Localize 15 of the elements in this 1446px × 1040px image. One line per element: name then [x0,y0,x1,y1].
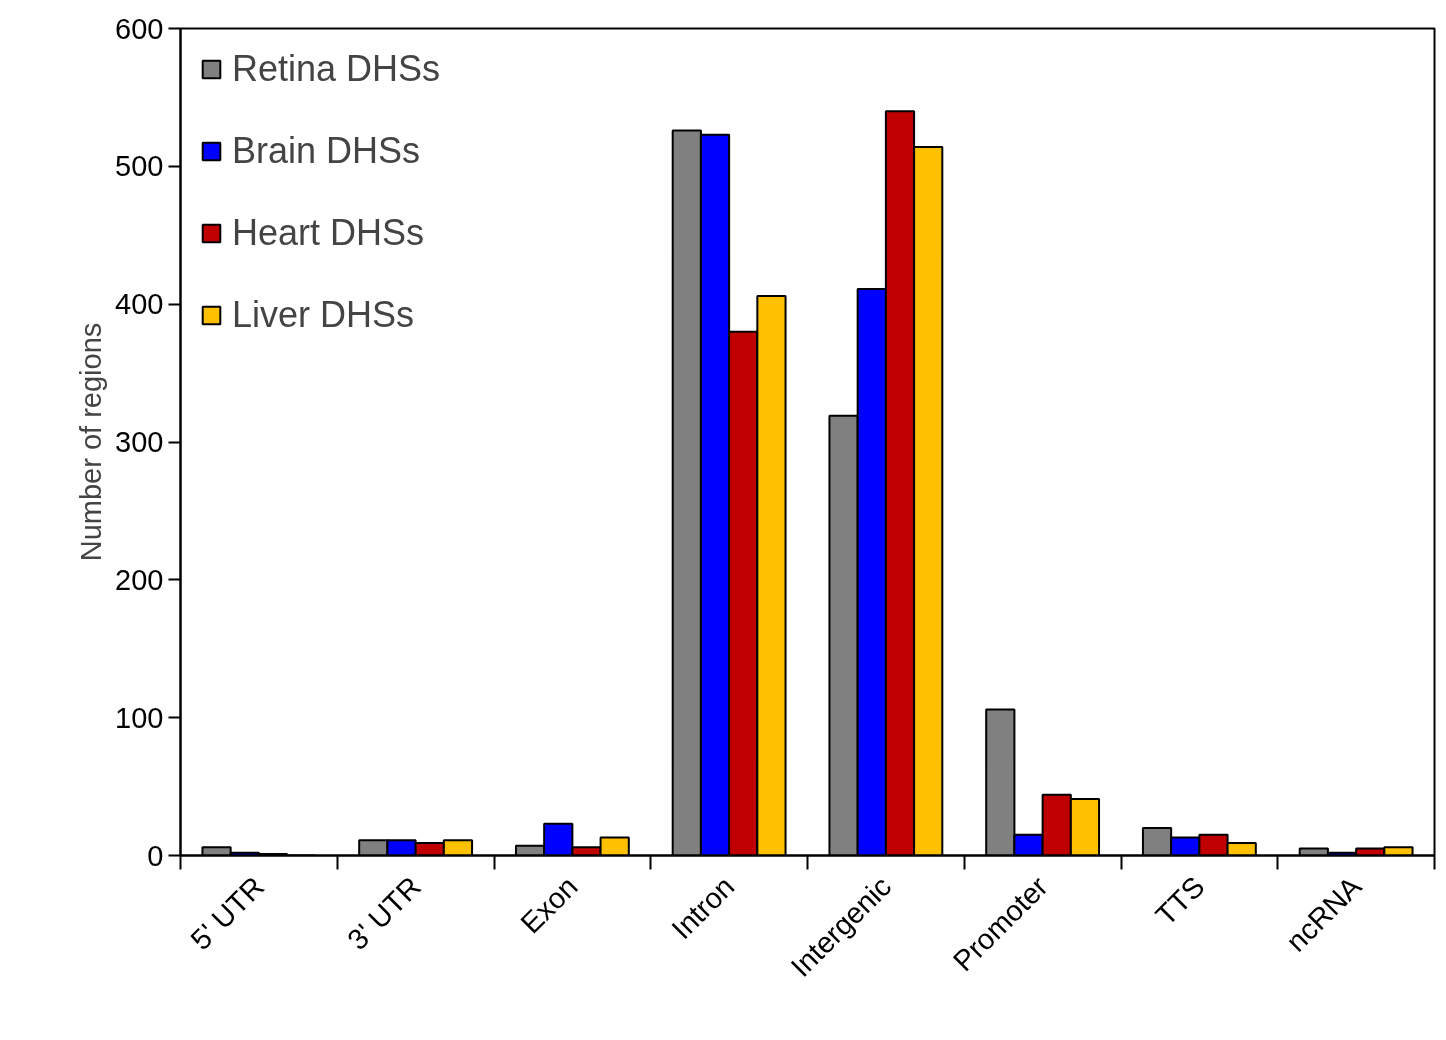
y-tick-label: 0 [147,839,164,872]
legend-label: Liver DHSs [232,294,415,336]
y-axis-title: Number of regions [75,322,108,562]
y-tick-label: 300 [115,426,164,458]
legend-label: Brain DHSs [232,130,421,172]
legend-label: Retina DHSs [232,48,441,90]
y-tick-label: 600 [115,12,164,45]
x-tick-label: TTS [1149,870,1211,932]
y-tick-label: 500 [115,150,164,183]
legend-label: Heart DHSs [232,212,425,254]
x-tick-label: 3' UTR [341,870,427,956]
y-tick-label: 100 [115,701,164,734]
y-tick-label: 400 [115,288,164,321]
x-tick-label: 5' UTR [184,870,271,956]
y-tick-label: 200 [115,563,164,596]
